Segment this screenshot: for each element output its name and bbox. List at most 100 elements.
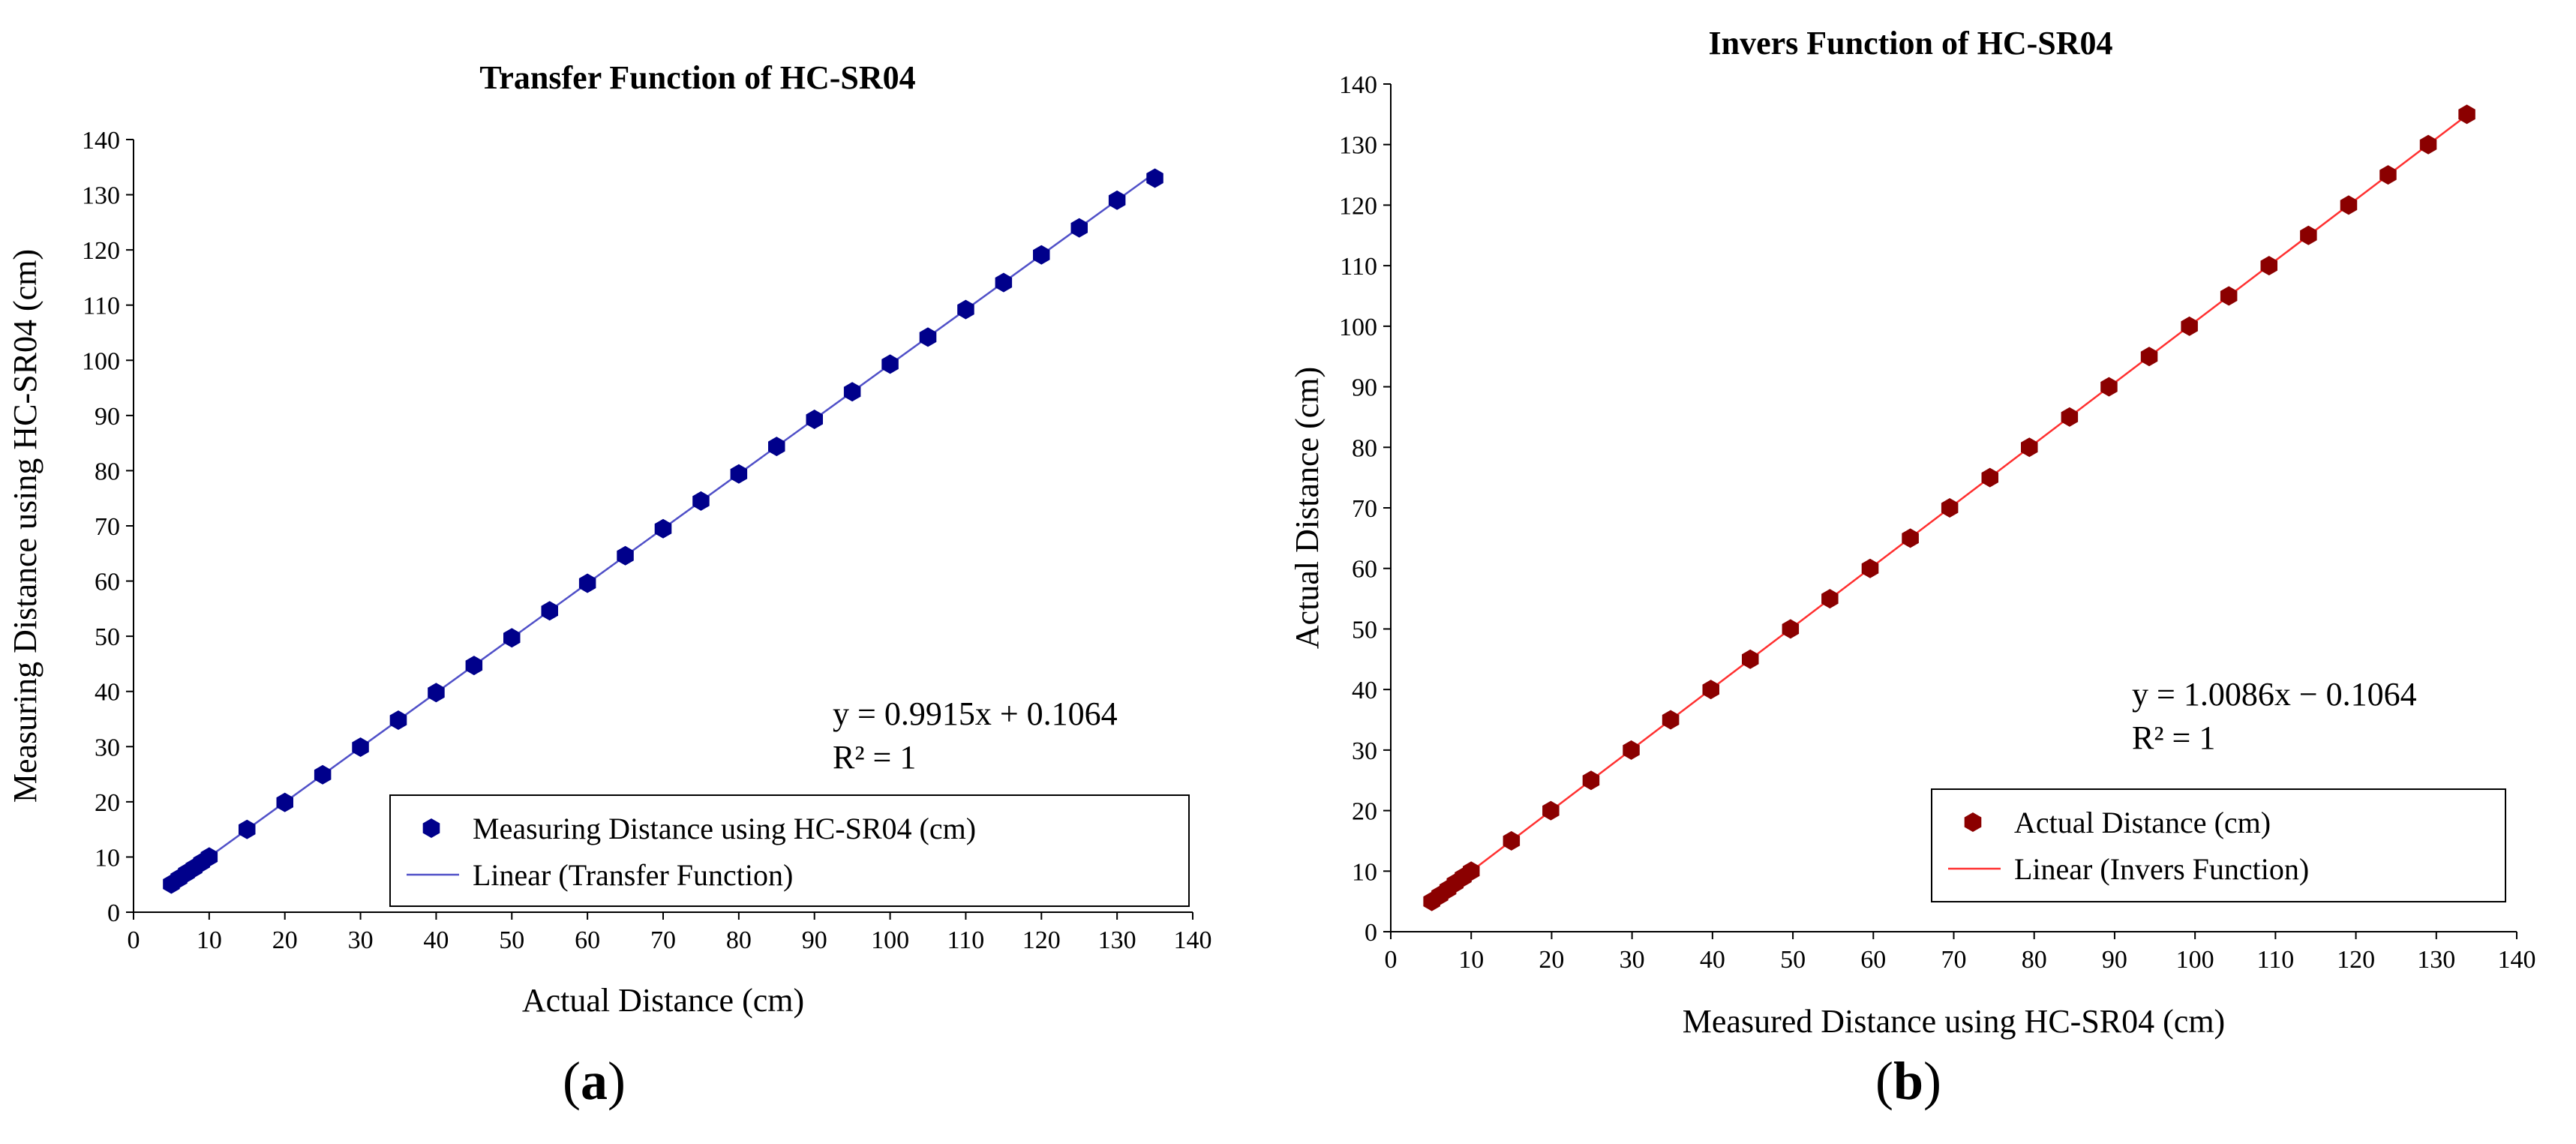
x-tick-label: 100 — [871, 926, 909, 954]
data-point — [1070, 218, 1088, 238]
y-tick-label: 20 — [95, 789, 120, 817]
data-point — [1542, 800, 1560, 821]
y-tick-label: 110 — [1340, 253, 1377, 281]
data-point — [314, 764, 332, 785]
y-tick-label: 110 — [83, 293, 120, 320]
x-tick-label: 20 — [272, 926, 298, 954]
data-point — [1742, 649, 1759, 669]
x-tick-label: 120 — [2337, 946, 2375, 974]
y-tick-label: 30 — [95, 734, 120, 761]
x-tick-label: 90 — [802, 926, 827, 954]
data-point — [389, 710, 407, 730]
data-point — [1623, 740, 1640, 760]
data-point — [995, 272, 1013, 293]
data-point — [617, 545, 634, 566]
x-tick-label: 10 — [197, 926, 222, 954]
data-point — [1146, 168, 1163, 188]
x-tick-label: 130 — [2417, 946, 2455, 974]
data-point — [2300, 225, 2317, 245]
data-point — [1782, 619, 1800, 639]
y-tick-label: 80 — [95, 458, 120, 485]
x-tick-label: 60 — [1860, 946, 1886, 974]
legend-box — [389, 794, 1190, 907]
legend-label-line: Linear (Transfer Function) — [473, 858, 793, 892]
data-point — [2260, 256, 2277, 276]
y-tick-label: 50 — [1352, 616, 1377, 644]
y-tick-label: 70 — [1352, 495, 1377, 523]
x-tick-label: 0 — [128, 926, 140, 954]
data-point — [1821, 589, 1839, 609]
data-point — [1108, 190, 1126, 210]
data-point — [541, 601, 558, 621]
chart-title: Invers Function of HC-SR04 — [1708, 25, 2112, 62]
data-point — [200, 847, 218, 867]
data-point — [2220, 286, 2238, 306]
data-point — [1033, 245, 1050, 265]
data-point — [1503, 830, 1521, 851]
x-tick-label: 40 — [1700, 946, 1725, 974]
legend-marker-points — [1964, 812, 1982, 832]
r-squared-label: R² = 1 — [833, 739, 916, 776]
data-point — [2458, 104, 2475, 125]
x-tick-label: 140 — [2498, 946, 2536, 974]
data-point — [2100, 377, 2118, 397]
y-tick-label: 120 — [82, 237, 120, 265]
data-point — [2181, 316, 2198, 336]
data-point — [1702, 680, 1719, 700]
x-tick-label: 50 — [499, 926, 524, 954]
y-tick-label: 90 — [95, 403, 120, 431]
x-tick-label: 140 — [1174, 926, 1212, 954]
data-point — [692, 491, 710, 511]
legend-label-points: Actual Distance (cm) — [2014, 806, 2271, 839]
y-tick-label: 130 — [1339, 132, 1377, 160]
x-tick-label: 30 — [348, 926, 374, 954]
y-axis-label: Measuring Distance using HC-SR04 (cm) — [7, 249, 44, 803]
x-tick-label: 90 — [2102, 946, 2127, 974]
y-tick-label: 80 — [1352, 434, 1377, 462]
panel-label-a: (a) — [563, 1051, 626, 1111]
data-point — [1941, 498, 1959, 518]
chart-transfer-function: Transfer Function of HC-SR04 0 10 20 30 40 50 6… — [7, 59, 1212, 1019]
data-point — [1582, 770, 1600, 791]
y-tick-label: 140 — [82, 127, 120, 155]
x-tick-label: 50 — [1780, 946, 1806, 974]
legend-label-line: Linear (Invers Function) — [2014, 852, 2309, 886]
data-point — [2021, 437, 2038, 458]
data-point — [503, 628, 521, 648]
x-tick-label: 40 — [423, 926, 449, 954]
y-tick-label: 20 — [1352, 798, 1377, 826]
data-point — [2419, 134, 2437, 155]
chart-title: Transfer Function of HC-SR04 — [479, 59, 915, 96]
y-tick-label: 50 — [95, 623, 120, 651]
y-tick-label: 70 — [95, 513, 120, 541]
data-point — [352, 737, 369, 757]
x-tick-label: 110 — [2256, 946, 2294, 974]
y-tick-label: 10 — [1352, 858, 1377, 886]
data-point — [1902, 528, 1919, 548]
y-tick-label: 0 — [1365, 919, 1377, 947]
data-point — [1662, 710, 1680, 730]
y-tick-label: 60 — [1352, 556, 1377, 584]
data-point — [2340, 195, 2358, 215]
data-point — [428, 683, 445, 703]
x-tick-label: 70 — [1941, 946, 1967, 974]
x-tick-label: 110 — [947, 926, 985, 954]
x-tick-label: 60 — [575, 926, 600, 954]
x-axis-label: Actual Distance (cm) — [522, 982, 804, 1019]
data-point — [730, 464, 748, 484]
chart-invers-function: Invers Function of HC-SR04 0 10 20 30 40 50 60 7… — [1289, 25, 2536, 1040]
legend-label-points: Measuring Distance using HC-SR04 (cm) — [473, 812, 976, 845]
data-point — [881, 354, 899, 374]
data-point — [1861, 558, 1879, 578]
trendline-equation: y = 0.9915x + 0.1064 — [833, 695, 1118, 732]
x-tick-label: 130 — [1098, 926, 1136, 954]
y-tick-label: 10 — [95, 844, 120, 872]
data-point — [1981, 467, 1998, 488]
y-tick-label: 0 — [107, 899, 120, 927]
data-point — [1463, 861, 1480, 881]
x-tick-label: 80 — [2022, 946, 2047, 974]
data-point — [843, 382, 861, 402]
data-point — [276, 792, 293, 812]
y-tick-label: 100 — [1339, 314, 1377, 341]
x-tick-label: 70 — [650, 926, 676, 954]
